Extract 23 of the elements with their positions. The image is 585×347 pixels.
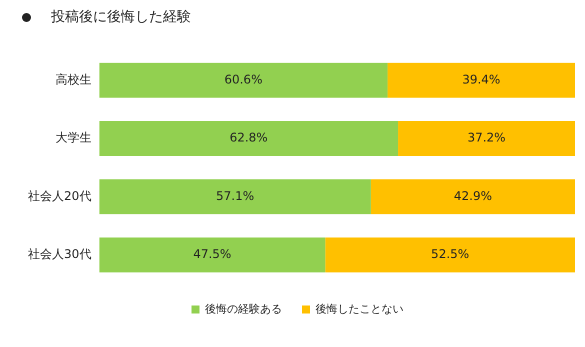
data-label: 52.5% <box>431 247 470 262</box>
data-label: 62.8% <box>230 130 268 145</box>
bar <box>325 237 575 272</box>
data-label: 39.4% <box>462 72 500 86</box>
y-tick-label: 社会人20代 <box>28 188 92 203</box>
bar <box>370 179 575 214</box>
data-label: 60.6% <box>224 72 262 86</box>
legend-label: 後悔したことない <box>316 302 404 316</box>
data-label: 37.2% <box>467 130 506 145</box>
data-label: 47.5% <box>193 247 232 262</box>
bar <box>99 237 326 272</box>
y-tick-label: 大学生 <box>55 130 92 145</box>
bar <box>99 62 388 98</box>
y-tick-label: 高校生 <box>55 72 92 86</box>
bar <box>99 121 398 156</box>
bar <box>398 121 575 156</box>
data-label: 57.1% <box>216 188 254 203</box>
legend-label: 後悔の経験ある <box>205 302 282 316</box>
chart-title: 投稿後に後悔した経験 <box>51 8 191 26</box>
y-tick-label: 社会人30代 <box>28 247 92 262</box>
bar <box>99 179 371 214</box>
bar <box>388 62 575 98</box>
data-label: 42.9% <box>454 188 492 203</box>
